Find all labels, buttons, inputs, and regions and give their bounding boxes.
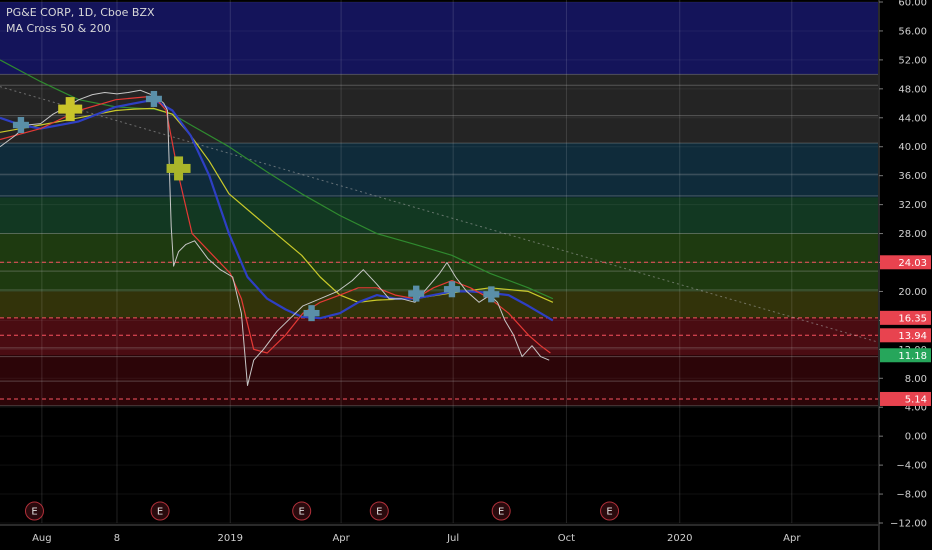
fib-band [0,2,878,75]
earnings-label: E [606,507,612,518]
price-badge-box [880,328,931,343]
earnings-circle [292,501,312,521]
price-badge-box [880,255,931,270]
cross-markers [12,90,500,322]
cross-marker-v [488,286,495,303]
y-tick-label: −8.00 [896,490,927,501]
x-tick-label: Apr [332,533,350,544]
earnings-circle [491,501,511,521]
fib-band [0,355,878,406]
y-axis-background [879,0,932,550]
fib-band [0,197,878,234]
price-badge-label: 16.35 [898,313,927,324]
earnings-marker[interactable]: E [150,501,170,521]
y-tick-label: 36.00 [898,171,927,182]
earnings-label: E [376,507,382,518]
x-axis-background [0,525,932,550]
grid-lines [0,0,878,524]
y-tick-label: 28.00 [898,229,927,240]
price-badge-label: 5.14 [905,394,927,405]
earnings-circle [24,501,44,521]
price-badges: 24.03 16.35 13.94 5.14 11.18 [880,255,931,406]
earnings-marker[interactable]: E [491,501,511,521]
y-tick-label: 32.00 [898,200,927,211]
earnings-marker[interactable]: E [292,501,312,521]
price-badge-box [880,348,931,363]
y-tick-label: 48.00 [898,84,927,95]
price-line [0,89,550,386]
y-tick-label: −12.00 [890,519,927,530]
x-tick-label: Oct [558,533,575,544]
cross-marker [408,285,425,302]
cross-marker-v [150,90,158,107]
x-tick-label: Jul [446,533,459,544]
y-tick-label: 52.00 [898,55,927,66]
x-tick-label: Apr [783,533,801,544]
earnings-marker[interactable]: E [24,501,44,521]
price-badge: 5.14 [880,391,931,406]
earnings-circle [150,501,170,521]
y-tick-label: 0.00 [905,432,927,443]
fib-band [0,143,878,198]
price-badge-label: 24.03 [898,258,927,269]
fib-lines [0,73,878,407]
fib-bands [0,2,878,538]
y-tick-label: 8.00 [905,374,927,385]
price-badge: 11.18 [880,348,931,363]
fib-band [0,405,878,538]
y-axis: 60.00 56.00 52.00 48.00 44.00 40.00 36.00 32.00… [878,0,932,550]
price-badge: 24.03 [880,255,931,270]
price-badge: 13.94 [880,328,931,343]
earnings-marker[interactable]: E [600,501,620,521]
earnings-circle [600,501,620,521]
y-tick-label: 20.00 [898,287,927,298]
earnings-label: E [157,507,163,518]
fib-band [0,291,878,318]
cross-marker-v [448,281,456,298]
cross-marker [12,117,29,134]
earnings-label: E [498,507,504,518]
price-badge: 16.35 [880,310,931,325]
x-tick-label: 2020 [667,533,692,544]
y-tick-label: 60.00 [898,0,927,9]
y-tick-label: 4.00 [905,403,927,414]
y-tick-label: 44.00 [898,113,927,124]
cross-marker-v [17,117,25,134]
price-badge-label: 11.18 [898,351,927,362]
cross-marker-v [174,156,184,181]
cross-marker [483,286,500,303]
chart-title: PG&E CORP, 1D, Cboe BZX [6,6,155,19]
cross-marker [145,90,162,107]
earnings-marker[interactable]: E [369,501,389,521]
price-badge-box [880,310,931,325]
x-tick-label: 8 [114,533,120,544]
fib-band [0,317,878,356]
cross-marker-v [308,305,315,322]
moving-average-line [0,95,551,354]
horizontal-levels[interactable] [0,261,878,400]
cross-marker [58,97,83,122]
y-tick-label: −4.00 [896,461,927,472]
cross-marker [303,305,320,322]
earnings-circle [369,501,389,521]
earnings-label: E [31,507,37,518]
price-badge-label: 13.94 [898,331,927,342]
earnings-label: E [299,507,305,518]
x-tick-label: 2019 [218,533,243,544]
x-tick-label: Aug [32,533,52,544]
cross-marker [443,281,460,298]
price-badge-box [880,391,931,406]
cross-marker-v [413,285,420,302]
y-tick-label: 56.00 [898,26,927,37]
cross-marker [166,156,191,181]
indicator-label: MA Cross 50 & 200 [6,22,111,35]
moving-average-line [0,59,554,300]
y-tick-label: 40.00 [898,142,927,153]
series-lines [0,59,554,386]
cross-marker-v [65,97,75,122]
x-axis: Aug 8 2019 Apr Jul Oct 2020 Apr [0,524,932,550]
